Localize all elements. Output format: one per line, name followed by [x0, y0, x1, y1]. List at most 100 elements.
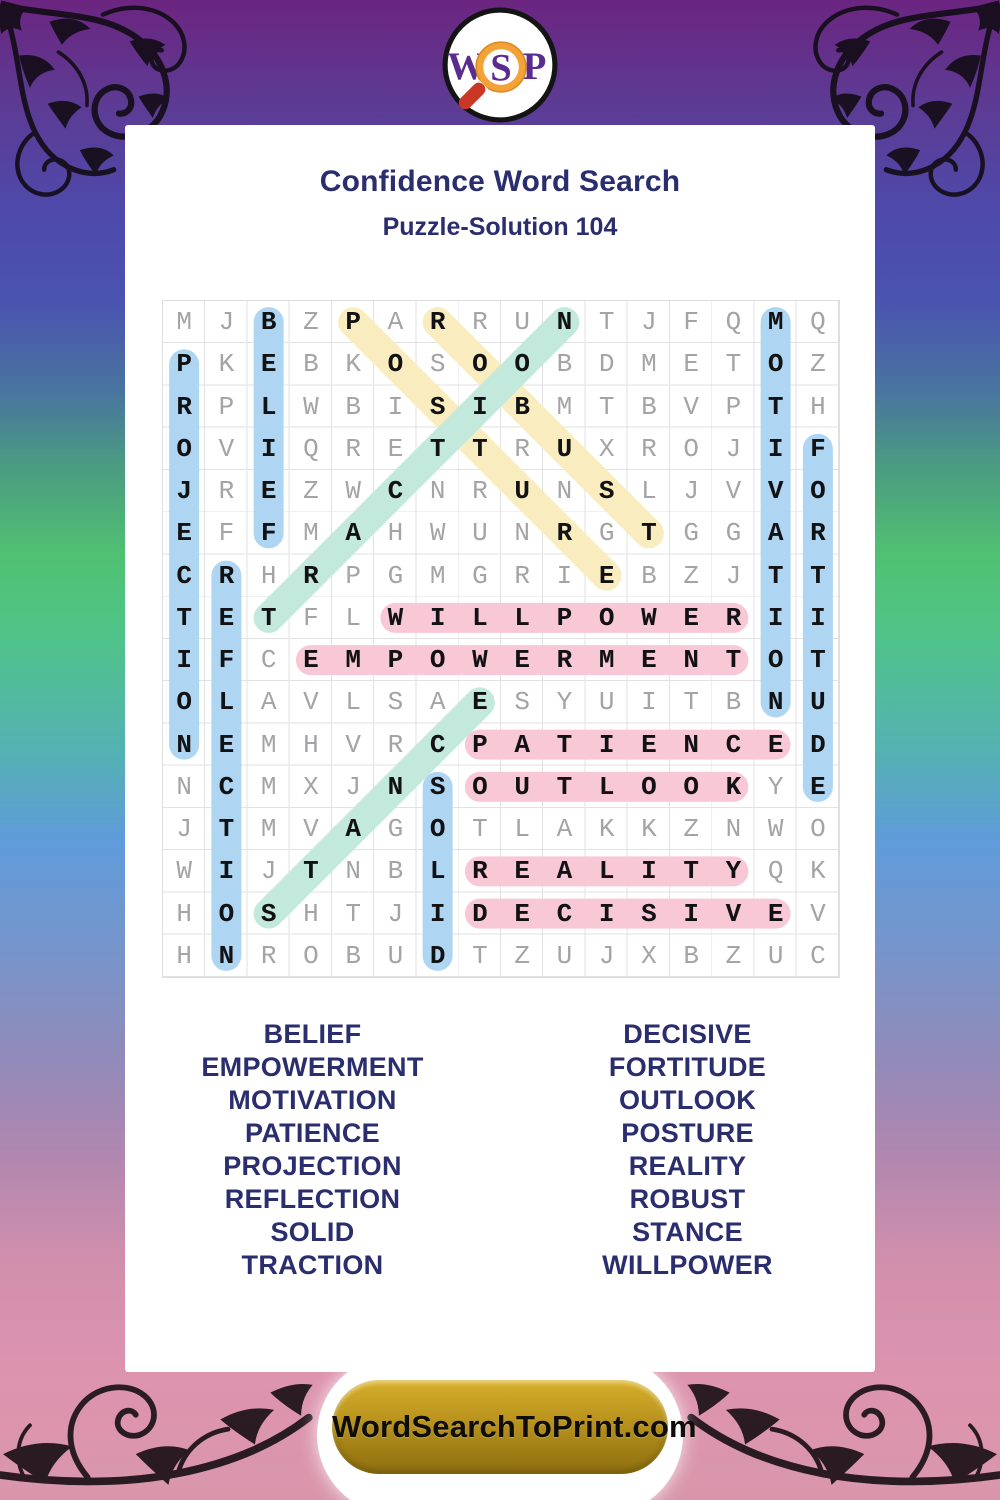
- grid-cell: W: [387, 602, 404, 633]
- grid-cell: N: [683, 729, 699, 760]
- grid-cell: A: [429, 687, 446, 718]
- grid-cell: V: [303, 814, 319, 845]
- grid-cell: Y: [725, 856, 742, 887]
- grid-cell: C: [176, 560, 192, 591]
- grid-cell: N: [387, 771, 404, 802]
- grid-cell: B: [303, 349, 319, 380]
- grid-cell: S: [429, 771, 446, 802]
- grid-cell: H: [260, 560, 277, 591]
- grid-cell: A: [387, 307, 404, 338]
- grid-cell: A: [345, 814, 361, 845]
- grid-cell: B: [260, 307, 277, 338]
- grid-cell: R: [218, 476, 235, 507]
- grid-cell: M: [260, 814, 277, 845]
- grid-cell: T: [683, 687, 699, 718]
- page-subtitle: Puzzle-Solution 104: [382, 213, 618, 241]
- grid-cell: R: [472, 307, 488, 338]
- grid-cell: T: [683, 856, 699, 887]
- grid-cell: N: [725, 814, 742, 845]
- word-list-item: POSTURE: [621, 1118, 754, 1148]
- grid-cell: T: [810, 560, 826, 591]
- highlight-capsule-robust: [422, 307, 664, 549]
- grid-cell: T: [345, 898, 361, 929]
- grid-cell: V: [767, 476, 784, 507]
- grid-cell: A: [556, 814, 573, 845]
- grid-cell: M: [556, 391, 573, 422]
- grid-cell: D: [429, 940, 446, 971]
- grid-cell: O: [810, 814, 826, 845]
- grid-cell: O: [472, 771, 488, 802]
- grid-cell: U: [514, 771, 530, 802]
- grid-cell: X: [641, 940, 657, 971]
- grid-cell: G: [387, 560, 404, 591]
- grid-cell: P: [345, 560, 361, 591]
- grid-cell: L: [598, 856, 615, 887]
- grid-cell: T: [556, 771, 573, 802]
- grid-cell: Y: [556, 687, 573, 718]
- grid-cell: C: [218, 771, 235, 802]
- grid-cell: B: [725, 687, 742, 718]
- corner-flourish-bottom-left: [0, 1383, 313, 1486]
- grid-cell: T: [176, 602, 192, 633]
- word-list-item: PATIENCE: [245, 1118, 380, 1148]
- grid-cell: E: [514, 856, 530, 887]
- grid-cell: O: [598, 602, 615, 633]
- grid-cell: I: [218, 856, 235, 887]
- grid-cell: B: [641, 391, 657, 422]
- grid-cell: T: [767, 560, 784, 591]
- website-button[interactable]: WordSearchToPrint.com: [332, 1380, 697, 1474]
- grid-cell: L: [260, 391, 277, 422]
- grid-cell: H: [176, 898, 192, 929]
- grid-cell: E: [260, 476, 277, 507]
- grid-cell: N: [556, 476, 573, 507]
- grid-cell: U: [514, 307, 530, 338]
- word-list: BELIEF EMPOWERMENT MOTIVATION PATIENCE PROJE…: [125, 1018, 875, 1282]
- grid-cell: E: [767, 898, 784, 929]
- grid-cell: L: [514, 602, 530, 633]
- grid-cell: T: [810, 645, 826, 676]
- grid-cell: V: [303, 687, 319, 718]
- logo-letter-p: P: [523, 46, 547, 88]
- grid-cell: E: [387, 433, 404, 464]
- grid-cell: F: [810, 433, 826, 464]
- grid-cell: P: [556, 602, 573, 633]
- word-list-item: FORTITUDE: [608, 1052, 767, 1082]
- grid-cell: H: [387, 518, 404, 549]
- word-list-item: EMPOWERMENT: [201, 1052, 424, 1082]
- grid-cell: R: [429, 307, 446, 338]
- grid-cell: G: [725, 518, 742, 549]
- grid-cell: M: [303, 518, 319, 549]
- grid-cell: L: [218, 687, 235, 718]
- grid-cell: R: [725, 602, 742, 633]
- grid-cell: H: [303, 898, 319, 929]
- grid-cell: W: [472, 645, 488, 676]
- grid-cell: G: [683, 518, 699, 549]
- grid-cell: U: [767, 940, 784, 971]
- grid-cell: B: [345, 940, 361, 971]
- grid-cell: J: [725, 560, 742, 591]
- grid-cell: O: [176, 433, 192, 464]
- grid-cell: X: [598, 433, 615, 464]
- grid-cell: S: [514, 687, 530, 718]
- grid-cell: P: [218, 391, 235, 422]
- grid-cell: F: [218, 518, 235, 549]
- grid-cell: T: [641, 518, 657, 549]
- grid-cell: N: [218, 940, 235, 971]
- grid-cell: S: [260, 898, 277, 929]
- grid-cell: R: [345, 433, 361, 464]
- grid-cell: L: [429, 856, 446, 887]
- grid-cell: E: [218, 602, 235, 633]
- grid-cell: O: [429, 814, 446, 845]
- grid-cell: D: [472, 898, 488, 929]
- grid-cell: T: [303, 856, 319, 887]
- grid-cell: F: [683, 307, 699, 338]
- grid-cell: U: [810, 687, 826, 718]
- grid-cell: L: [641, 476, 657, 507]
- grid-cell: K: [345, 349, 361, 380]
- page-title: Confidence Word Search: [319, 165, 681, 198]
- grid-cell: B: [514, 391, 530, 422]
- magnifier-glass-icon: [476, 42, 526, 92]
- grid-cell: G: [472, 560, 488, 591]
- grid-cell: O: [514, 349, 530, 380]
